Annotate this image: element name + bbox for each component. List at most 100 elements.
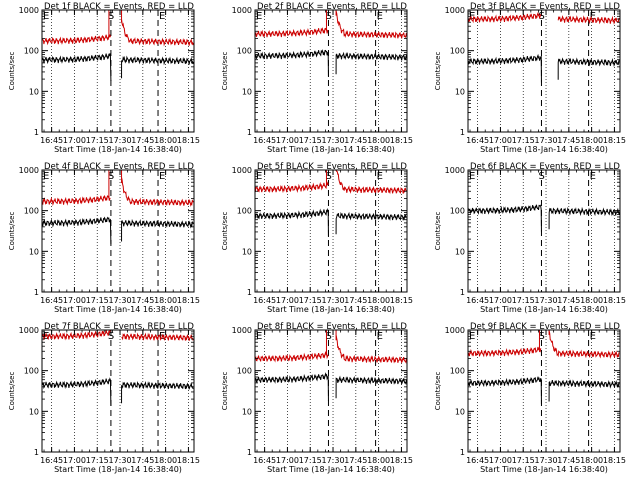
y-axis-label: Counts/sec: [8, 52, 16, 91]
lld-series-line: [255, 181, 329, 194]
panel-title: Det 5f BLACK = Events, RED = LLD: [257, 162, 407, 172]
marker-e-left: E: [43, 11, 49, 22]
x-axis-label: Start Time (18-Jan-14 16:38:40): [54, 145, 182, 154]
series-group: [255, 170, 407, 238]
x-tick-label: 18:15: [603, 456, 626, 465]
x-tick-label: 18:00: [154, 136, 177, 145]
x-tick-label: 17:45: [131, 456, 154, 465]
series-group: [42, 170, 194, 245]
x-axis-label: Start Time (18-Jan-14 16:38:40): [54, 465, 182, 474]
y-tick-label: 1: [247, 128, 252, 137]
x-tick-label: 17:15: [86, 136, 109, 145]
x-tick-label: 17:30: [534, 136, 557, 145]
x-tick-label: 16:45: [40, 456, 63, 465]
events-series-line: [548, 206, 620, 230]
x-axis-label: Start Time (18-Jan-14 16:38:40): [267, 465, 395, 474]
x-tick-label: 17:30: [108, 136, 131, 145]
series-group: [468, 11, 620, 83]
y-tick-label: 1000: [445, 6, 465, 15]
y-tick-label: 1000: [19, 326, 39, 335]
x-tick-label: 16:45: [466, 456, 489, 465]
y-tick-label: 100: [24, 367, 39, 376]
x-tick-label: 17:45: [557, 296, 580, 305]
panel-title: Det 7f BLACK = Events, RED = LLD: [44, 322, 194, 332]
marker-s: S: [325, 331, 331, 342]
y-tick-label: 100: [24, 47, 39, 56]
y-tick-label: 100: [237, 207, 252, 216]
marker-e-left: E: [256, 331, 262, 342]
y-tick-label: 10: [455, 247, 465, 256]
events-series-line: [121, 55, 194, 79]
y-tick-label: 1: [247, 448, 252, 457]
x-tick-label: 17:00: [489, 296, 512, 305]
x-tick-label: 18:00: [580, 136, 603, 145]
lld-series-line: [255, 350, 329, 363]
plot-frame: [254, 9, 408, 133]
panel-title: Det 8f BLACK = Events, RED = LLD: [257, 322, 407, 332]
x-tick-label: 17:00: [276, 296, 299, 305]
lld-series-line: [42, 330, 111, 341]
y-axis-label: Counts/sec: [434, 52, 442, 91]
x-tick-label: 16:45: [253, 136, 276, 145]
y-tick-label: 1: [34, 448, 39, 457]
x-tick-label: 18:15: [177, 136, 200, 145]
marker-e: E: [377, 171, 383, 182]
x-axis-label: Start Time (18-Jan-14 16:38:40): [480, 145, 608, 154]
y-tick-label: 1000: [19, 166, 39, 175]
y-tick-label: 10: [242, 247, 252, 256]
events-series-line: [255, 49, 329, 78]
y-axis-label: Counts/sec: [221, 372, 229, 411]
x-tick-label: 18:15: [177, 296, 200, 305]
y-tick-label: 1000: [232, 326, 252, 335]
series-group: [42, 10, 194, 81]
x-tick-label: 16:45: [253, 296, 276, 305]
x-tick-label: 17:30: [321, 456, 344, 465]
x-tick-label: 17:15: [86, 456, 109, 465]
x-axis-label: Start Time (18-Jan-14 16:38:40): [480, 465, 608, 474]
y-axis-label: Counts/sec: [8, 372, 16, 411]
marker-e: E: [377, 11, 383, 22]
y-tick-label: 100: [450, 367, 465, 376]
x-tick-label: 17:00: [63, 456, 86, 465]
series-group: [468, 204, 620, 232]
x-tick-label: 18:15: [390, 296, 413, 305]
x-tick-label: 16:45: [40, 296, 63, 305]
series-group: [255, 10, 407, 78]
marker-s: S: [108, 331, 114, 342]
marker-e: E: [377, 331, 383, 342]
events-series-line: [557, 57, 620, 80]
lld-series-line: [42, 34, 111, 46]
marker-s: S: [108, 11, 114, 22]
x-tick-label: 18:00: [154, 456, 177, 465]
lld-series-line: [121, 19, 194, 47]
x-tick-label: 18:00: [367, 136, 390, 145]
y-tick-label: 100: [24, 207, 39, 216]
lld-series-line: [468, 11, 542, 24]
y-axis-label: Counts/sec: [434, 212, 442, 251]
panel-title: Det 1f BLACK = Events, RED = LLD: [44, 2, 194, 12]
y-axis-label: Counts/sec: [434, 372, 442, 411]
marker-e-left: E: [469, 331, 475, 342]
y-tick-label: 100: [237, 367, 252, 376]
events-series-line: [548, 379, 620, 402]
y-tick-label: 100: [450, 207, 465, 216]
x-tick-label: 17:45: [131, 296, 154, 305]
events-series-line: [42, 53, 112, 81]
events-series-line: [42, 377, 112, 407]
x-tick-label: 17:00: [276, 456, 299, 465]
panel-title: Det 9f BLACK = Events, RED = LLD: [470, 322, 620, 332]
x-tick-label: 17:15: [299, 296, 322, 305]
y-tick-label: 1000: [232, 6, 252, 15]
x-tick-label: 17:00: [276, 136, 299, 145]
y-axis-label: Counts/sec: [8, 212, 16, 251]
x-tick-label: 17:00: [489, 456, 512, 465]
marker-e-left: E: [469, 171, 475, 182]
lld-series-line: [335, 335, 407, 364]
events-series-line: [42, 216, 112, 245]
y-tick-label: 1: [460, 288, 465, 297]
y-axis-label: Counts/sec: [221, 52, 229, 91]
events-series-line: [335, 211, 407, 235]
